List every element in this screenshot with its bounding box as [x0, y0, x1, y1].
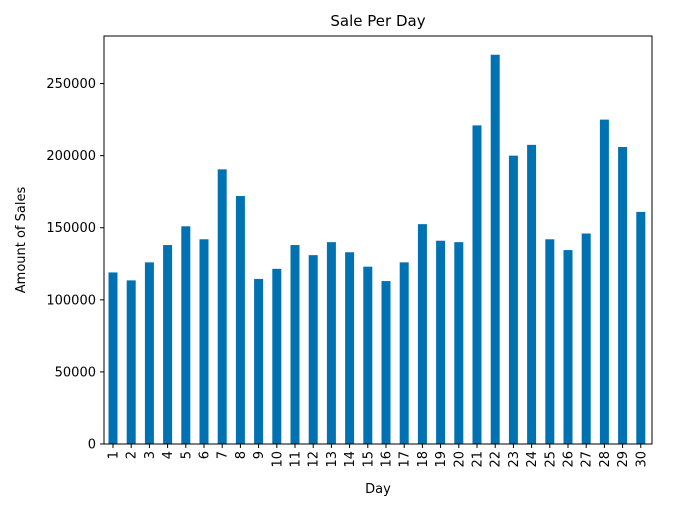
x-tick-label: 18 — [416, 451, 431, 468]
x-tick-label: 30 — [634, 451, 649, 468]
x-tick-label: 17 — [398, 451, 413, 468]
bar-day-10 — [272, 268, 282, 444]
plot-frame — [103, 35, 653, 445]
x-tick-label: 26 — [562, 451, 577, 468]
y-tick-label: 100000 — [46, 293, 96, 308]
y-tick-label: 150000 — [46, 221, 96, 236]
x-tick-label: 28 — [598, 451, 613, 468]
bar-day-18 — [417, 224, 427, 444]
bar-day-16 — [381, 281, 391, 444]
bar-day-23 — [508, 155, 518, 444]
bar-day-8 — [235, 196, 245, 444]
bar-day-9 — [254, 278, 264, 444]
bar-day-19 — [436, 240, 446, 444]
bar-day-28 — [599, 119, 609, 445]
bar-day-24 — [527, 144, 537, 444]
x-axis-label: Day — [365, 482, 391, 497]
x-tick-label: 1 — [107, 451, 122, 459]
y-tick-label: 0 — [88, 438, 96, 453]
x-tick-label: 29 — [616, 451, 631, 468]
bar-day-27 — [581, 233, 591, 444]
y-axis-label: Amount of Sales — [14, 187, 29, 294]
x-tick-label: 27 — [580, 451, 595, 468]
y-tick-label: 250000 — [46, 77, 96, 92]
x-tick-label: 24 — [525, 451, 540, 468]
y-axis: 0 50000 100000 150000 200000 250000 — [46, 77, 104, 453]
x-tick-label: 20 — [452, 451, 467, 468]
x-tick-label: 2 — [125, 451, 140, 459]
bar-day-13 — [326, 242, 336, 444]
x-tick-label: 15 — [361, 451, 376, 468]
bar-day-4 — [163, 245, 173, 444]
x-tick-label: 16 — [380, 451, 395, 468]
x-tick-label: 10 — [270, 451, 285, 468]
bar-day-12 — [308, 255, 318, 444]
bar-day-5 — [181, 226, 191, 444]
y-tick-label: 200000 — [46, 149, 96, 164]
x-tick-label: 11 — [289, 451, 304, 468]
bar-day-15 — [363, 266, 373, 444]
bar-day-7 — [217, 169, 227, 445]
x-tick-label: 25 — [543, 451, 558, 468]
bar-day-22 — [490, 54, 500, 445]
bar-day-17 — [399, 262, 409, 444]
bar-day-14 — [345, 252, 355, 444]
bar-day-20 — [454, 242, 464, 444]
x-tick-label: 9 — [252, 451, 267, 459]
bar-day-1 — [108, 272, 118, 444]
x-tick-label: 7 — [216, 451, 231, 459]
x-tick-label: 8 — [234, 451, 249, 459]
bars-group — [108, 54, 646, 445]
bar-day-26 — [563, 250, 573, 444]
chart-title: Sale Per Day — [330, 12, 425, 30]
x-tick-label: 6 — [198, 451, 213, 459]
x-tick-label: 19 — [434, 451, 449, 468]
x-axis: 1 2 3 4 5 6 7 8 9 10 11 12 13 14 15 16 17 18 19 20 21 22 23 24 2… — [107, 444, 649, 468]
bar-day-25 — [545, 239, 555, 444]
x-tick-label: 22 — [489, 451, 504, 468]
x-tick-label: 21 — [471, 451, 486, 468]
x-tick-label: 14 — [343, 451, 358, 468]
x-tick-label: 23 — [507, 451, 522, 468]
bar-day-2 — [126, 280, 136, 444]
bar-day-6 — [199, 239, 209, 444]
y-tick-label: 50000 — [55, 365, 96, 380]
bar-day-11 — [290, 245, 300, 444]
x-tick-label: 3 — [143, 451, 158, 459]
bar-day-3 — [144, 262, 154, 444]
bar-day-29 — [618, 147, 628, 444]
x-tick-label: 4 — [161, 451, 176, 459]
bar-day-30 — [636, 211, 646, 444]
bar-day-21 — [472, 125, 482, 444]
x-tick-label: 13 — [325, 451, 340, 468]
x-tick-label: 12 — [307, 451, 322, 468]
x-tick-label: 5 — [179, 451, 194, 459]
